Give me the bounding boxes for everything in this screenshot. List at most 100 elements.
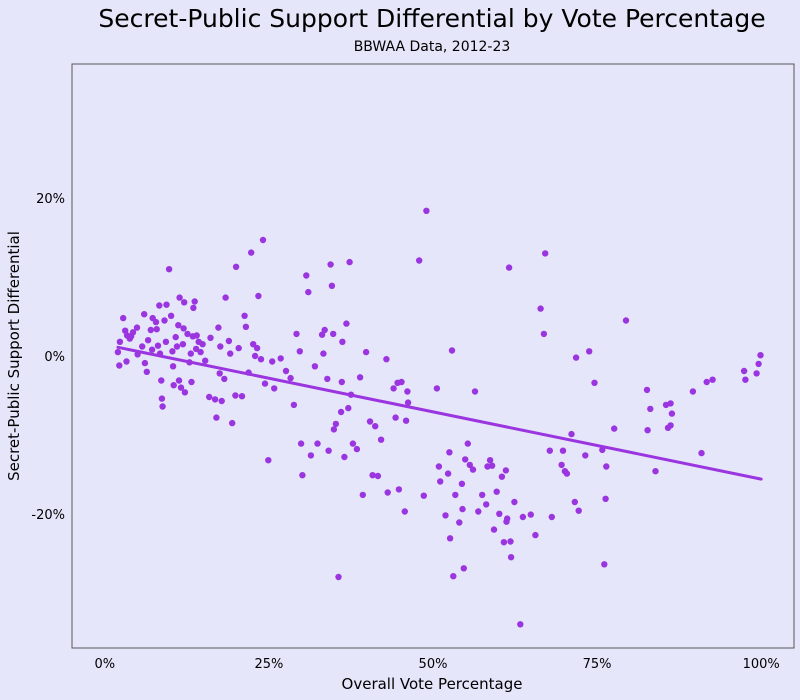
data-point <box>169 348 176 355</box>
data-point <box>444 470 452 477</box>
data-point <box>559 447 567 454</box>
data-point <box>433 385 441 392</box>
data-point <box>122 327 129 334</box>
data-point <box>202 357 209 364</box>
data-point <box>572 354 580 361</box>
data-point <box>568 430 575 438</box>
data-point <box>469 466 477 473</box>
data-point <box>490 526 498 533</box>
data-point <box>114 348 122 356</box>
data-point <box>496 510 503 517</box>
data-point <box>498 473 506 480</box>
data-point <box>475 508 482 515</box>
data-point <box>456 519 463 526</box>
data-point <box>116 362 123 369</box>
data-point <box>173 343 181 350</box>
data-point <box>563 470 571 477</box>
data-point <box>420 492 427 499</box>
data-point <box>232 263 240 270</box>
data-point <box>462 456 469 463</box>
data-point <box>170 382 177 389</box>
data-point <box>327 261 334 268</box>
data-point <box>643 386 651 394</box>
data-point <box>172 333 179 341</box>
data-point <box>575 507 582 514</box>
data-point <box>148 346 156 353</box>
data-point <box>505 264 513 271</box>
x-tick-label: 75% <box>583 657 612 672</box>
data-point <box>116 338 124 345</box>
x-tick-label: 100% <box>743 657 780 672</box>
data-point <box>416 257 423 264</box>
data-point <box>269 358 276 365</box>
data-point <box>161 317 168 324</box>
data-point <box>129 329 137 336</box>
data-point <box>488 462 496 469</box>
data-point <box>335 573 342 581</box>
data-point <box>241 312 248 319</box>
data-point <box>216 370 223 377</box>
data-point <box>667 422 674 429</box>
data-point <box>217 343 224 350</box>
data-point <box>395 486 403 493</box>
data-point <box>359 491 366 499</box>
data-point <box>259 236 267 244</box>
data-point <box>165 266 173 273</box>
data-point <box>450 573 457 580</box>
data-point <box>225 337 233 345</box>
data-point <box>287 374 294 382</box>
data-point <box>277 355 284 362</box>
data-point <box>586 348 593 355</box>
data-point <box>311 363 319 370</box>
data-point <box>466 461 473 469</box>
data-point <box>167 312 175 319</box>
data-point <box>452 491 459 499</box>
chart-subtitle: BBWAA Data, 2012-23 <box>354 39 511 55</box>
data-point <box>507 554 515 561</box>
x-tick-label: 0% <box>95 657 116 672</box>
x-axis-label: Overall Vote Percentage <box>342 675 523 693</box>
data-points <box>114 207 764 628</box>
data-point <box>332 420 340 428</box>
x-tick-label: 25% <box>254 657 283 672</box>
data-point <box>253 344 261 352</box>
data-point <box>591 379 598 386</box>
data-point <box>238 393 246 400</box>
data-point <box>372 423 379 430</box>
data-point <box>652 468 659 475</box>
y-tick-label: 0% <box>44 350 65 365</box>
data-point <box>502 467 510 474</box>
data-point <box>176 294 183 301</box>
data-point <box>193 332 200 339</box>
data-point <box>668 410 676 417</box>
data-point <box>152 318 160 326</box>
chart-title: Secret-Public Support Differential by Vo… <box>98 4 765 33</box>
y-axis-label: Secret-Public Support Differential <box>5 231 23 481</box>
data-point <box>546 447 553 454</box>
data-point <box>330 426 338 433</box>
data-point <box>401 508 408 515</box>
data-point <box>211 396 219 403</box>
data-point <box>215 324 222 331</box>
data-point <box>213 414 220 421</box>
data-point <box>459 505 466 513</box>
data-point <box>504 515 511 522</box>
data-point <box>446 449 453 456</box>
data-point <box>709 376 716 383</box>
data-point <box>343 320 350 327</box>
data-point <box>644 427 651 434</box>
y-tick-label: 20% <box>36 192 65 207</box>
data-point <box>324 375 331 383</box>
data-point <box>261 380 269 387</box>
data-point <box>197 348 204 356</box>
data-point <box>141 311 148 318</box>
data-point <box>392 414 399 421</box>
data-point <box>120 314 127 322</box>
data-point <box>423 207 430 214</box>
data-point <box>486 457 494 464</box>
data-point <box>162 338 170 345</box>
data-point <box>339 338 346 345</box>
data-point <box>297 440 305 447</box>
data-point <box>250 341 257 348</box>
